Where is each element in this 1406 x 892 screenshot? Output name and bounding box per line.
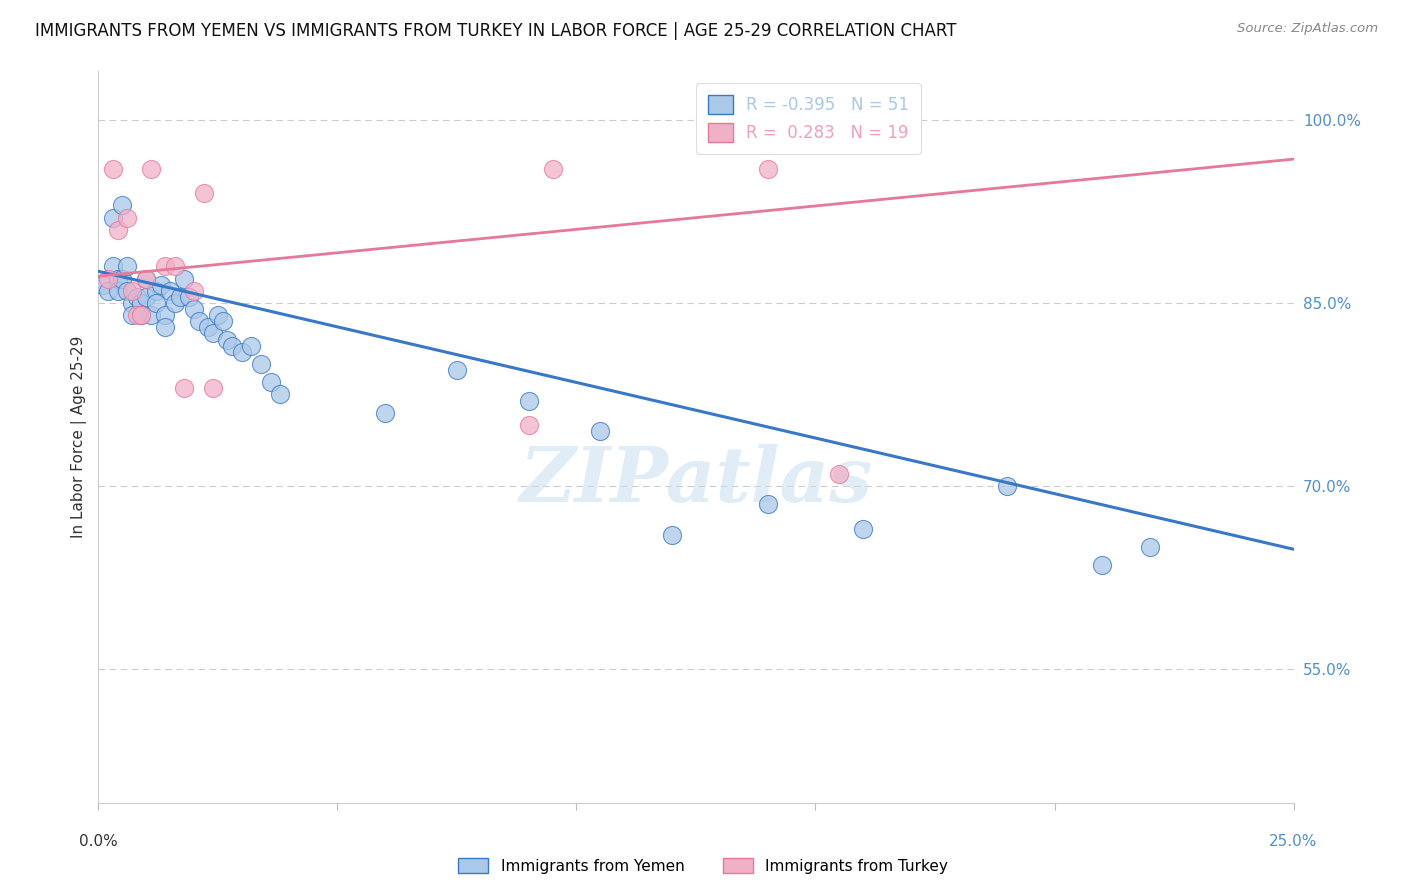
Point [131,308,153,322]
Point [149,277,172,292]
Point [131,296,153,310]
Point [159,284,181,298]
Point [101,260,124,274]
Point [589,424,612,438]
Text: Source: ZipAtlas.com: Source: ZipAtlas.com [1237,22,1378,36]
Text: ZIPatlas: ZIPatlas [519,444,873,518]
Y-axis label: In Labor Force | Age 25-29: In Labor Force | Age 25-29 [72,336,87,538]
Point [135,271,157,285]
Point [211,314,233,328]
Point [173,271,195,285]
Point [221,339,243,353]
Point [97,271,120,285]
Point [131,308,153,322]
Point [183,284,205,298]
Point [91,277,114,292]
Point [756,497,779,511]
Point [145,296,167,310]
Point [145,284,167,298]
Point [202,381,225,395]
Point [756,161,779,176]
Point [121,296,143,310]
Point [115,211,138,225]
Point [259,376,281,390]
Point [121,284,143,298]
Point [250,357,273,371]
Point [111,271,134,285]
Point [155,320,177,334]
Point [207,308,229,322]
Point [995,479,1018,493]
Point [517,417,540,432]
Point [107,284,129,298]
Point [125,290,148,304]
Legend: Immigrants from Yemen, Immigrants from Turkey: Immigrants from Yemen, Immigrants from T… [451,852,955,880]
Point [101,161,124,176]
Point [111,198,134,212]
Point [169,290,191,304]
Legend: R = -0.395   N = 51, R =  0.283   N = 19: R = -0.395 N = 51, R = 0.283 N = 19 [696,83,921,153]
Point [139,308,162,322]
Point [374,406,396,420]
Point [231,344,253,359]
Point [193,186,215,201]
Point [179,290,201,304]
Point [173,381,195,395]
Point [163,296,186,310]
Point [1139,540,1161,554]
Point [121,308,143,322]
Point [202,326,225,341]
Point [135,290,157,304]
Point [115,284,138,298]
Text: IMMIGRANTS FROM YEMEN VS IMMIGRANTS FROM TURKEY IN LABOR FORCE | AGE 25-29 CORRE: IMMIGRANTS FROM YEMEN VS IMMIGRANTS FROM… [35,22,956,40]
Point [115,260,138,274]
Point [125,308,148,322]
Point [163,260,186,274]
Point [107,271,129,285]
Point [269,387,291,401]
Point [828,467,851,481]
Text: 25.0%: 25.0% [1270,834,1317,849]
Point [187,314,209,328]
Point [852,522,875,536]
Point [97,284,120,298]
Point [541,161,564,176]
Text: 0.0%: 0.0% [79,834,118,849]
Point [217,333,239,347]
Point [183,302,205,317]
Point [661,527,683,541]
Point [1091,558,1114,573]
Point [139,161,162,176]
Point [240,339,263,353]
Point [155,260,177,274]
Point [135,271,157,285]
Point [517,393,540,408]
Point [197,320,219,334]
Point [107,223,129,237]
Point [101,211,124,225]
Point [446,363,468,377]
Point [155,308,177,322]
